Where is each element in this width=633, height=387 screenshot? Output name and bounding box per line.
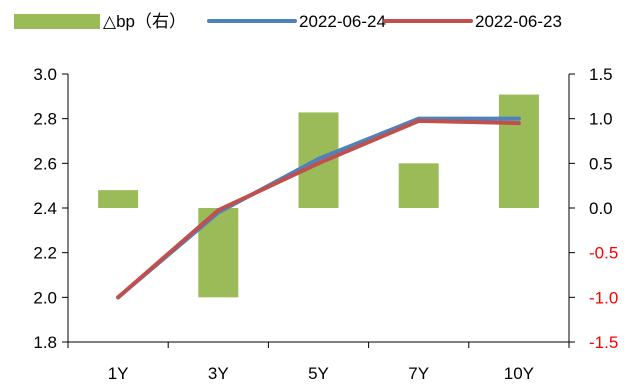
bar [498,94,539,208]
right-tick-label: 0.0 [589,199,613,218]
left-tick-label: 2.6 [33,154,57,173]
right-tick-label: -0.5 [589,244,618,263]
right-tick-label: 1.5 [589,65,613,84]
legend-label: △bp（右） [103,12,186,31]
left-y-axis: 1.8 2.0 2.2 2.4 2.6 2.8 3.0 [33,65,69,352]
x-axis: 1Y 3Y 5Y 7Y 10Y [67,341,570,383]
x-tick-label: 1Y [108,364,129,383]
bar [98,190,139,208]
right-tick-label: -1.0 [589,288,618,307]
legend-label: 2022-06-24 [299,12,386,31]
right-y-axis: -1.5 -1.0 -0.5 0.0 0.5 1.0 1.5 [568,65,618,352]
left-tick-label: 2.4 [33,199,57,218]
legend-label: 2022-06-23 [475,12,562,31]
left-tick-label: 2.2 [33,244,57,263]
right-tick-label: 1.0 [589,110,613,129]
line-series [116,116,521,300]
series-line-2 [116,118,521,300]
x-tick-label: 10Y [504,364,534,383]
legend: △bp（右） 2022-06-24 2022-06-23 [14,12,562,31]
right-tick-label: -1.5 [589,333,618,352]
left-tick-label: 2.0 [33,288,57,307]
left-tick-label: 1.8 [33,333,57,352]
x-tick-label: 3Y [208,364,229,383]
left-tick-label: 3.0 [33,65,57,84]
x-tick-label: 7Y [408,364,429,383]
right-tick-label: 0.5 [589,154,613,173]
legend-swatch-bar [14,14,100,29]
bar-series [98,94,539,298]
bar [398,163,439,208]
left-tick-label: 2.8 [33,110,57,129]
x-tick-label: 5Y [308,364,329,383]
